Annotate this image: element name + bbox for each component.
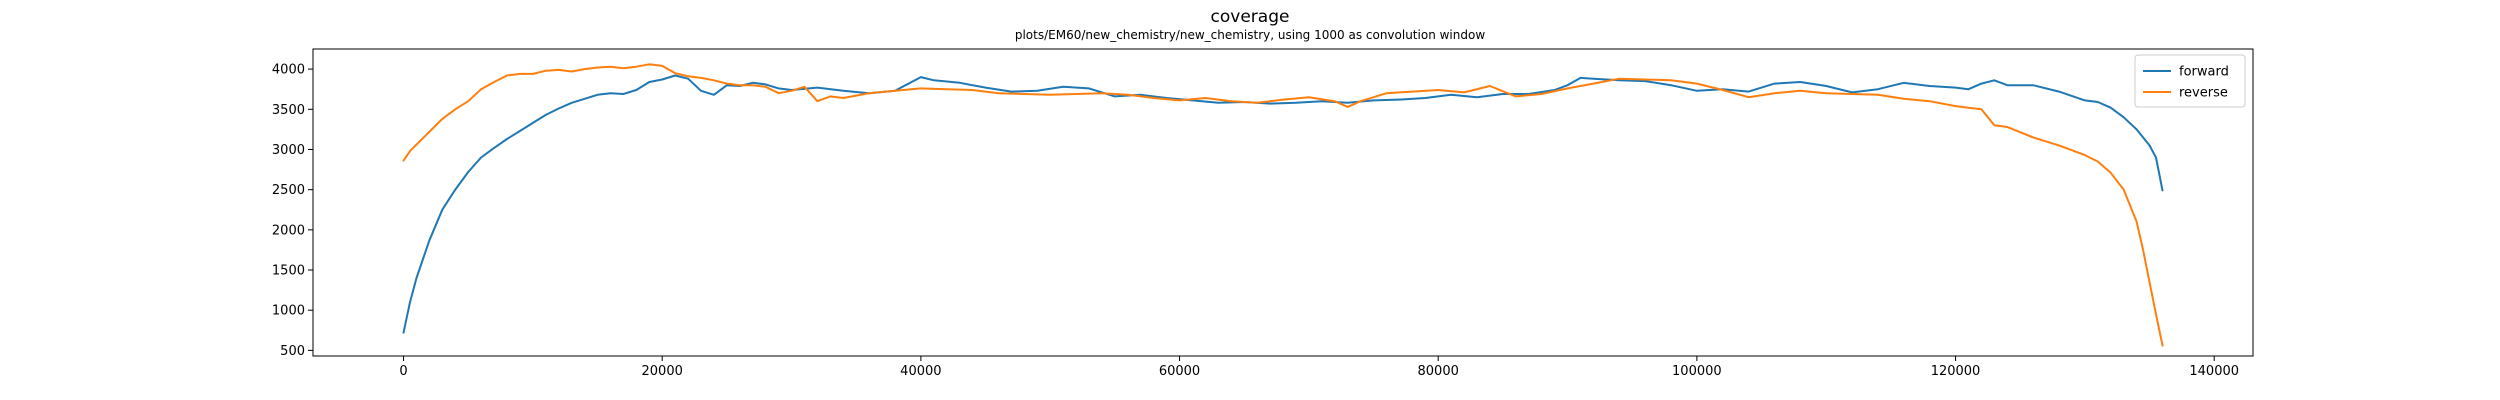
x-tick-label: 120000 (1931, 364, 1981, 379)
x-tick-label: 20000 (642, 364, 683, 379)
y-tick-label: 4000 (272, 63, 305, 78)
x-tick-label: 40000 (900, 364, 941, 379)
x-tick-label: 140000 (2189, 364, 2239, 379)
y-tick-label: 3500 (272, 103, 305, 118)
series-line-forward (402, 74, 2164, 334)
x-tick-label: 60000 (1159, 364, 1200, 379)
axes-frame (312, 48, 2254, 357)
plot-area: 0 20000 40000 60000 80000 100000 120000 140000 5… (272, 48, 2254, 379)
x-tick-label: 0 (399, 364, 407, 379)
y-tick-label: 500 (280, 344, 305, 359)
legend-label-forward: forward (2179, 65, 2229, 80)
legend-label-reverse: reverse (2179, 86, 2228, 101)
chart-subtitle: plots/EM60/new_chemistry/new_chemistry, … (1015, 28, 1485, 42)
series-line-reverse (402, 63, 2164, 347)
y-tick-label: 2000 (272, 223, 305, 238)
y-tick-label: 2500 (272, 183, 305, 198)
chart-title: coverage (1211, 7, 1290, 27)
x-tick-label: 100000 (1672, 364, 1722, 379)
legend-box (2134, 54, 2246, 108)
x-tick-label: 80000 (1418, 364, 1459, 379)
y-tick-label: 3000 (272, 143, 305, 158)
legend: forward reverse (2134, 54, 2246, 108)
y-tick-label: 1000 (272, 304, 305, 319)
y-tick-label: 1500 (272, 264, 305, 279)
